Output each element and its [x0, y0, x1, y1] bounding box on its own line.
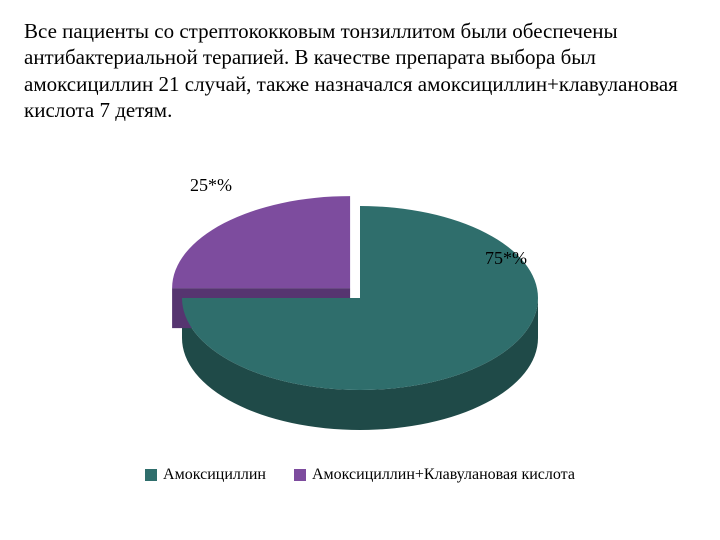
- chart-legend: Амоксициллин Амоксициллин+Клавулановая к…: [0, 458, 720, 496]
- legend-label-2: Амоксициллин+Клавулановая кислота: [312, 466, 575, 484]
- pie-chart-svg: [0, 133, 720, 458]
- legend-swatch-2: [294, 469, 306, 481]
- legend-label-1: Амоксициллин: [163, 466, 266, 484]
- chart-description: Все пациенты со стрептококковым тонзилли…: [0, 0, 720, 133]
- slice-label-main: 75*%: [485, 248, 527, 269]
- legend-item-1: Амоксициллин: [145, 466, 266, 484]
- pie-chart-area: 75*% 25*%: [0, 133, 720, 458]
- slice-label-exploded: 25*%: [190, 175, 232, 196]
- legend-item-2: Амоксициллин+Клавулановая кислота: [294, 466, 575, 484]
- legend-swatch-1: [145, 469, 157, 481]
